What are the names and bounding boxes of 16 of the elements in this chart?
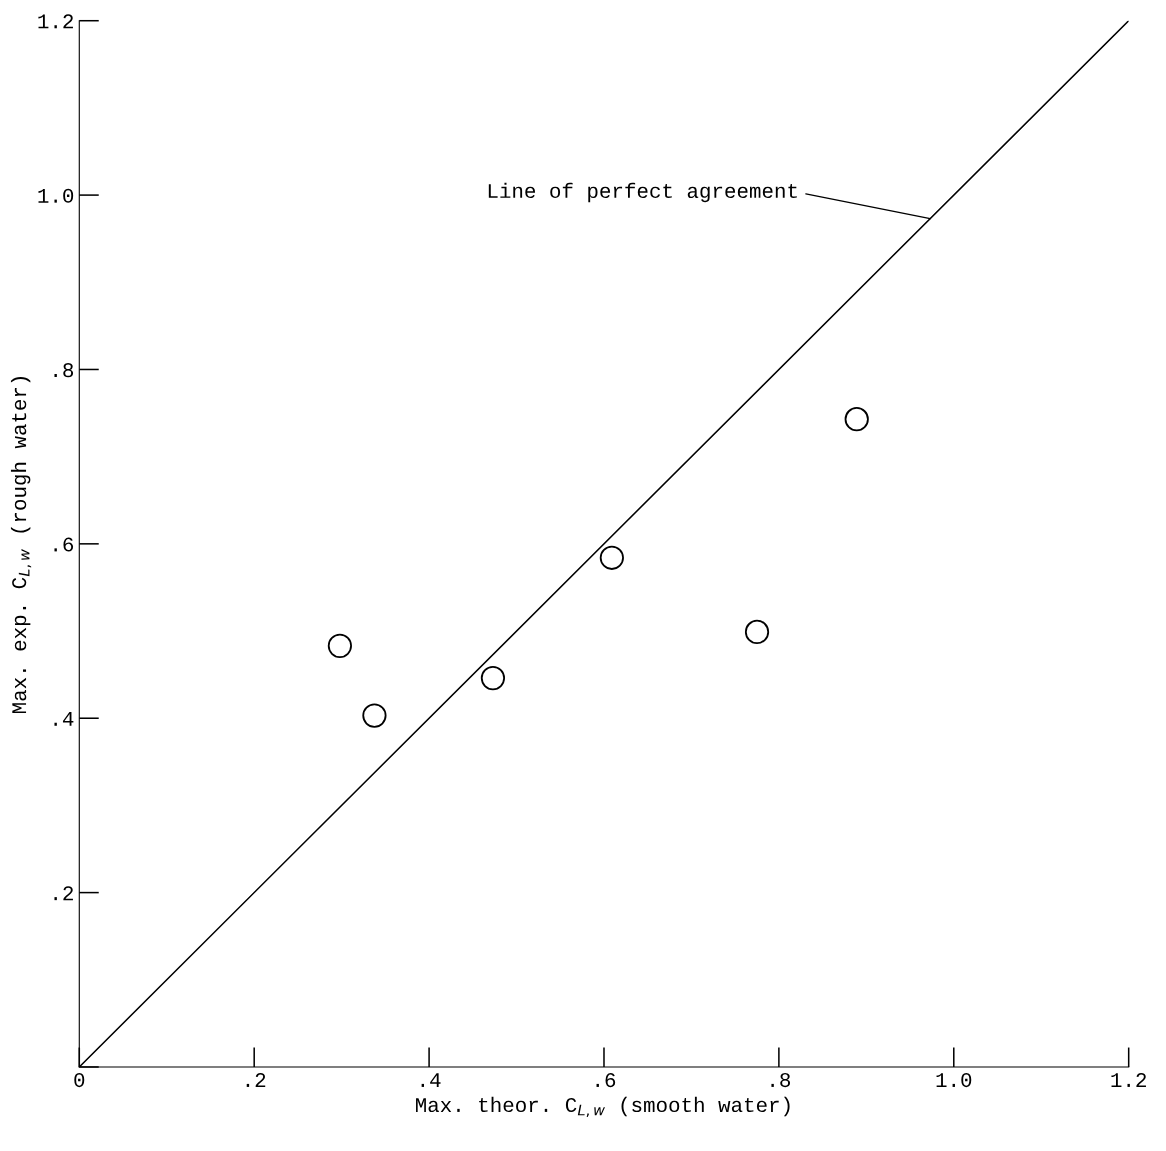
x-tick-label: .6	[596, 1073, 616, 1088]
y-tick-label: .6	[54, 537, 74, 552]
x-tick-label: 0	[74, 1073, 85, 1088]
y-axis-title: Max. exp. C$_{L,w}$ (rough water)	[10, 377, 32, 714]
y-tick-label: 1.0	[38, 188, 74, 203]
y-tick-label: .8	[54, 363, 74, 378]
x-axis-title: Max. theor. C$_{L,w}$ (smooth water)	[416, 1096, 790, 1118]
x-tick-label: 1.0	[936, 1073, 972, 1088]
y-tick-label: .2	[54, 886, 73, 901]
annotation: Line of perfect agreement	[488, 182, 797, 203]
x-tick-label: .4	[421, 1073, 441, 1087]
y-tick-label: 1.2	[38, 14, 73, 29]
y-tick-label: .4	[54, 712, 74, 726]
x-tick-label: 1.2	[1111, 1073, 1146, 1087]
x-tick-label: .8	[771, 1073, 791, 1088]
x-tick-label: .2	[246, 1073, 266, 1087]
